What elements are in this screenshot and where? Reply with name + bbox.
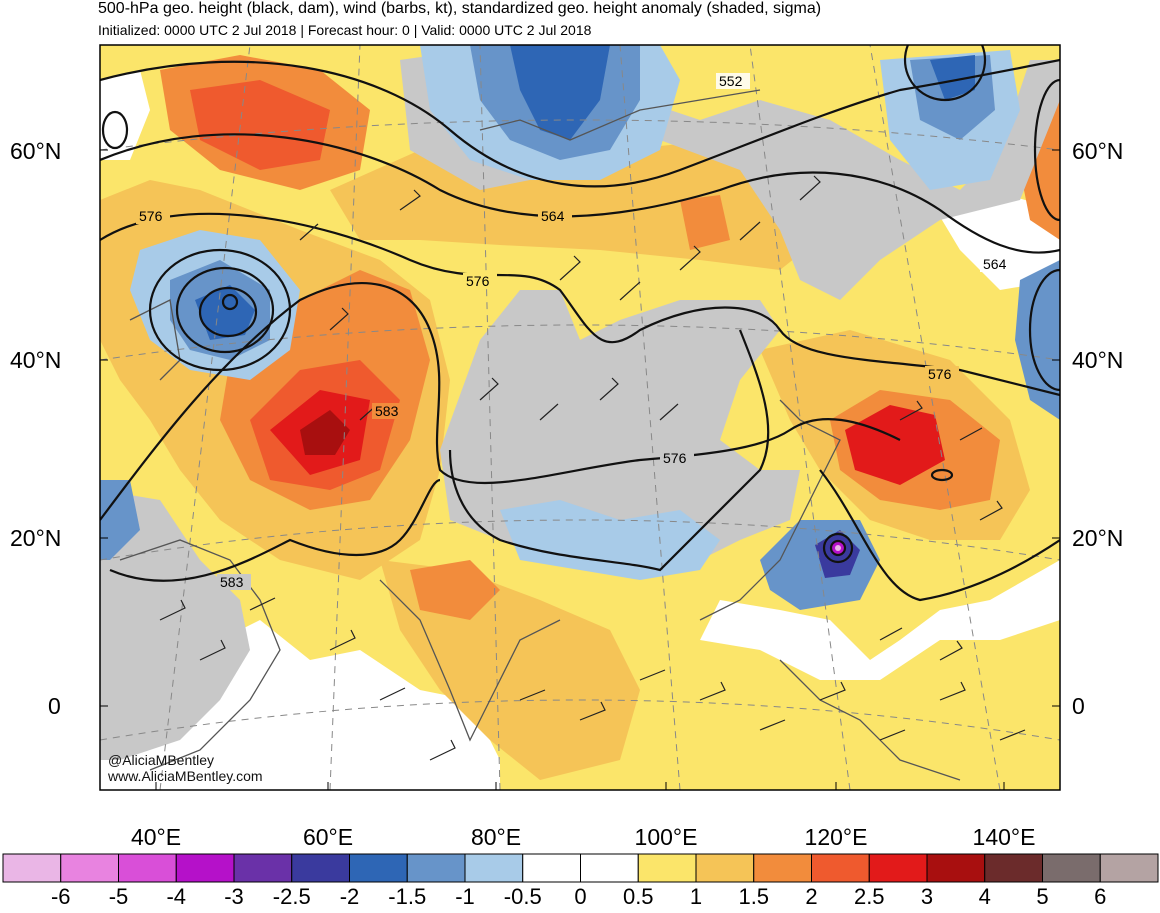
terrain-mask-west <box>100 490 250 760</box>
contour-labels: 552 564 576 576 583 576 576 564 583 <box>136 73 1014 590</box>
lon-label-120e: 120°E <box>804 824 868 850</box>
colorbar-swatch <box>695 853 755 883</box>
colorbar-tick-label: 3 <box>920 884 934 909</box>
colorbar-tick-label: 0 <box>574 884 587 909</box>
contour-label-576-east: 576 <box>928 366 952 382</box>
neutral-region-nw <box>100 70 150 160</box>
colorbar-tick-label: -3 <box>224 884 244 909</box>
neutral-region-east <box>700 560 1060 680</box>
map-frame <box>99 44 1061 791</box>
lat-label-right-0: 0 <box>1072 693 1085 719</box>
colorbar-tick-label: -2 <box>339 884 360 909</box>
colorbar-swatch <box>1042 853 1101 883</box>
colorbar-tick-label: -4 <box>166 884 187 909</box>
anomaly-high-japan-core <box>845 405 945 485</box>
anomaly-high-nw-core <box>190 80 330 170</box>
colorbar-tick-label: 4 <box>978 884 991 909</box>
credit-website: www.AliciaMBentley.com <box>108 768 263 784</box>
colorbar-swatch <box>868 853 928 883</box>
anomaly-low-north-core <box>510 45 610 140</box>
contour-label-576-central: 576 <box>466 273 490 289</box>
lon-label-100e: 100°E <box>634 824 698 850</box>
colorbar-swatch <box>349 853 408 883</box>
lat-label-right-40n: 40°N <box>1072 347 1124 373</box>
colorbar-tick-label: -1 <box>455 884 475 909</box>
contour-label-564-east: 564 <box>983 256 1007 272</box>
colorbar-tick-label: 0.5 <box>622 884 654 909</box>
colorbar-swatch <box>984 853 1043 883</box>
graticule <box>100 45 1060 790</box>
colorbar-tick-label: 6 <box>1094 884 1107 909</box>
wind-barbs <box>159 175 1026 761</box>
lat-label-left-60n: 60°N <box>10 138 62 164</box>
contour-label-576-nw: 576 <box>139 208 163 224</box>
colorbar-swatch <box>291 853 350 883</box>
lon-label-80e: 80°E <box>470 824 522 850</box>
chart-title: 500-hPa geo. height (black, dam), wind (… <box>98 0 822 17</box>
colorbar-tick-label: 5 <box>1036 884 1049 909</box>
anomaly-orange-mongolia <box>680 195 730 250</box>
axis-ticks <box>100 149 1060 790</box>
lon-label-140e: 140°E <box>972 824 1036 850</box>
colorbar-tick-label: -1.5 <box>388 884 427 909</box>
anomaly-low-east <box>1015 260 1060 420</box>
anomaly-orange-india <box>410 560 500 620</box>
anomaly-low-sw <box>100 480 140 560</box>
colorbar-swatch <box>637 853 697 883</box>
contour-label-583-iran: 583 <box>375 403 399 419</box>
colorbar-tick-label: -0.5 <box>503 884 542 909</box>
contour-label-583-arabia: 583 <box>220 574 244 590</box>
colorbar-tick-label: 1.5 <box>738 884 770 909</box>
contour-label-564-a: 564 <box>541 208 565 224</box>
colorbar-tick-label: -6 <box>50 884 71 909</box>
colorbar-swatch <box>2 853 62 883</box>
colorbar-swatch <box>753 853 812 883</box>
colorbar-swatch <box>811 853 870 883</box>
colorbar-swatch <box>926 853 986 883</box>
lon-label-60e: 60°E <box>302 824 354 850</box>
colorbar-swatch <box>118 853 177 883</box>
colorbar-swatch <box>1099 853 1159 883</box>
colorbar-swatch <box>175 853 235 883</box>
colorbar-tick-label: 1 <box>689 884 703 909</box>
chart-subtitle: Initialized: 0000 UTC 2 Jul 2018 | Forec… <box>98 22 592 38</box>
colorbar <box>2 853 1159 883</box>
colorbar-swatch <box>233 853 293 883</box>
anomaly-low-ne-core <box>930 55 975 100</box>
anomaly-high-iran-max <box>300 410 350 455</box>
lat-label-right-20n: 20°N <box>1072 525 1124 551</box>
lat-label-left-20n: 20°N <box>10 525 62 551</box>
colorbar-swatch <box>580 853 639 883</box>
colorbar-tick-label: -5 <box>108 884 129 909</box>
lat-label-left-40n: 40°N <box>10 347 62 373</box>
colorbar-swatch <box>406 853 466 883</box>
neutral-region-ne <box>930 190 1060 290</box>
colorbar-tick-label: -2.5 <box>272 884 311 909</box>
colorbar-swatch <box>464 853 524 883</box>
anomaly-low-caspian-core <box>195 285 255 340</box>
contour-label-576-tibet: 576 <box>663 450 687 466</box>
lat-label-right-60n: 60°N <box>1072 138 1124 164</box>
colorbar-swatch <box>60 853 119 883</box>
lat-label-left-0: 0 <box>48 693 61 719</box>
contour-label-552: 552 <box>719 73 743 89</box>
typhoon-center <box>835 545 841 551</box>
credit-handle: @AliciaMBentley <box>108 752 215 768</box>
colorbar-swatch <box>522 853 581 883</box>
lon-label-40e: 40°E <box>130 824 182 850</box>
colorbar-tick-label: 2.5 <box>853 884 885 909</box>
colorbar-tick-label: 2 <box>805 884 818 909</box>
terrain-mask-asia <box>440 290 800 570</box>
